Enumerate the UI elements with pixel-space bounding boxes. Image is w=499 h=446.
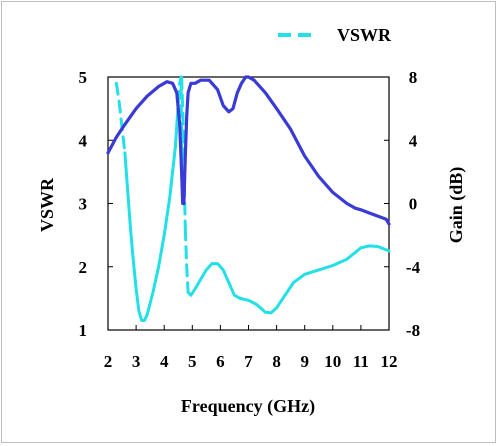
x-tick-label-3: 3: [132, 352, 141, 371]
y-right-tick-label--8: -8: [406, 321, 420, 340]
x-tick-label-10: 10: [324, 352, 341, 371]
y-left-tick-label-5: 5: [79, 68, 88, 87]
x-tick-label-6: 6: [216, 352, 225, 371]
vswr-line-segment-0: [114, 81, 127, 155]
gain-line-6: [106, 75, 391, 226]
y-left-tick-label-2: 2: [79, 258, 88, 277]
x-axis-title: Frequency (GHz): [181, 396, 315, 417]
y-left-tick-label-1: 1: [79, 321, 88, 340]
vswr-line-segment-5: [186, 244, 391, 315]
y-left-tick-label-3: 3: [79, 195, 88, 214]
y-axis-right-title: Gain (dB): [446, 167, 467, 244]
x-tick-label-12: 12: [381, 352, 398, 371]
y-right-tick-label--4: -4: [406, 258, 421, 277]
y-right-tick-label-0: 0: [409, 195, 418, 214]
x-tick-label-9: 9: [300, 352, 309, 371]
y-right-tick-label-4: 4: [409, 131, 418, 150]
y-right-tick-label-8: 8: [409, 68, 418, 87]
legend-label-vswr: VSWR: [337, 25, 392, 45]
x-tick-label-4: 4: [160, 352, 169, 371]
vswr-line-segment-1: [123, 100, 180, 322]
x-tick-label-2: 2: [104, 352, 113, 371]
y-axis-left-title: VSWR: [37, 177, 57, 232]
legend: VSWR: [278, 25, 392, 45]
vswr-line-segment-4: [183, 227, 190, 294]
x-tick-label-7: 7: [244, 352, 253, 371]
x-tick-label-8: 8: [272, 352, 281, 371]
x-tick-label-5: 5: [188, 352, 197, 371]
ticks-layer: [107, 76, 390, 331]
series-layer: [106, 75, 391, 322]
y-left-tick-label-4: 4: [79, 131, 88, 150]
x-tick-label-11: 11: [353, 352, 369, 371]
